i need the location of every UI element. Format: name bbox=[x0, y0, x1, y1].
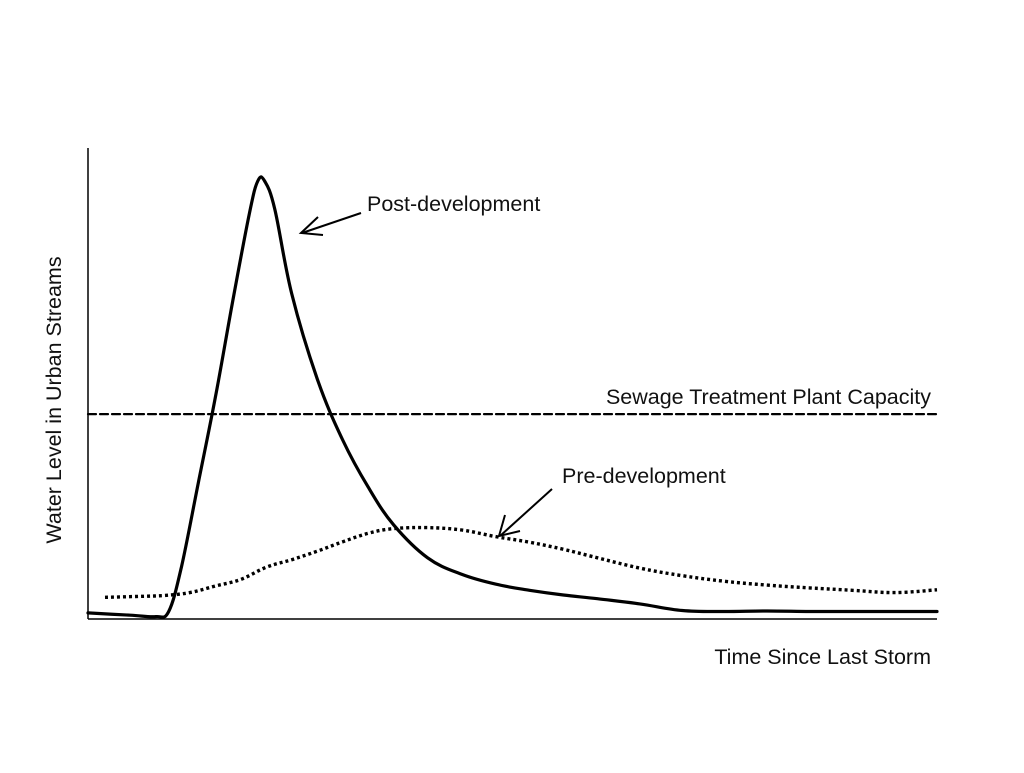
annotation-sewage-capacity: Sewage Treatment Plant Capacity bbox=[606, 385, 931, 409]
series-line-post-development bbox=[86, 175, 939, 619]
plot-area bbox=[87, 148, 937, 620]
annotation-post-development: Post-development bbox=[367, 192, 540, 216]
labels: Post-development Sewage Treatment Plant … bbox=[42, 192, 931, 669]
x-axis-label: Time Since Last Storm bbox=[714, 645, 931, 669]
post-development-arrow bbox=[298, 212, 362, 236]
y-axis-label: Water Level in Urban Streams bbox=[42, 256, 66, 543]
series-line-pre-development bbox=[104, 525, 938, 599]
annotation-arrows bbox=[298, 212, 553, 538]
series-group bbox=[86, 175, 939, 619]
annotation-pre-development: Pre-development bbox=[562, 464, 726, 488]
pre-development-arrow bbox=[497, 488, 553, 538]
